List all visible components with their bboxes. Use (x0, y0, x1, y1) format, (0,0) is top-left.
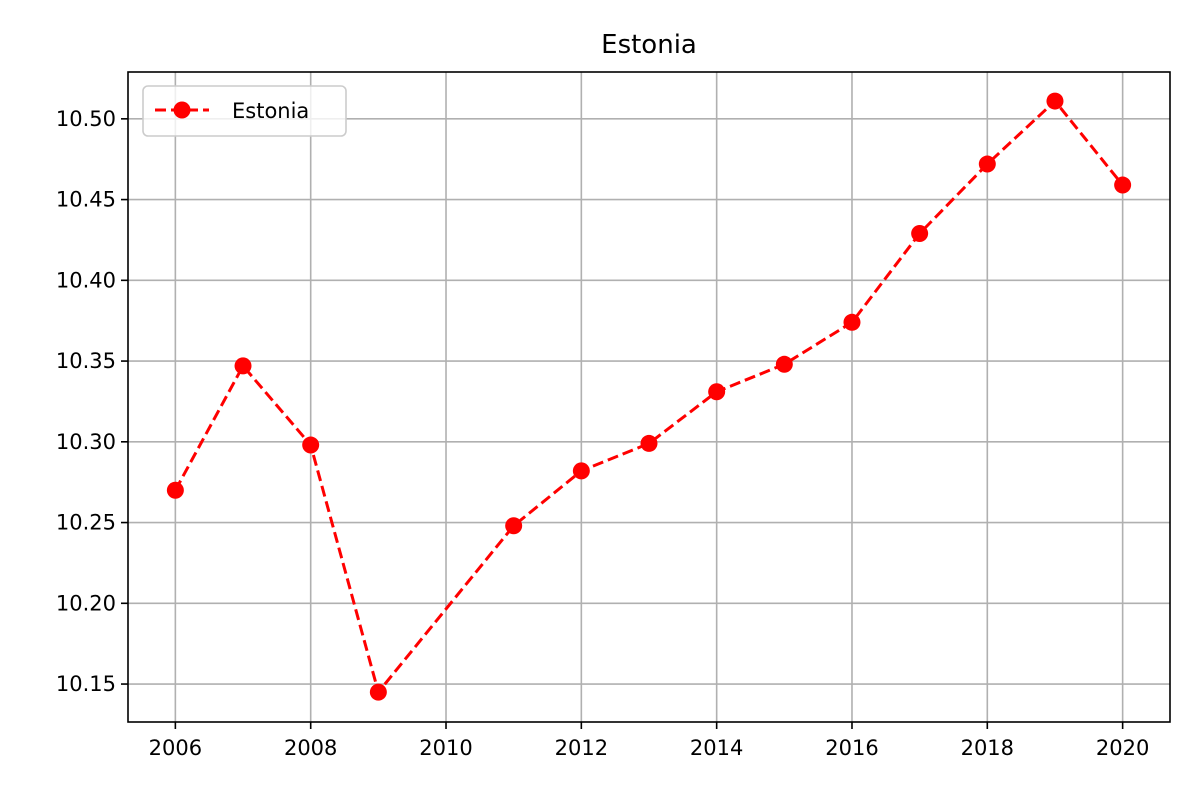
series-line (174, 99, 1124, 694)
y-tick-label: 10.15 (56, 672, 116, 696)
plot-area-frame (127, 71, 1171, 723)
legend-box (142, 85, 347, 137)
x-tick-label: 2006 (149, 736, 202, 760)
x-tick-label: 2008 (284, 736, 337, 760)
legend: Estonia (142, 85, 347, 137)
y-tick-label: 10.45 (56, 188, 116, 212)
x-tick-label: 2012 (555, 736, 608, 760)
data-point (505, 517, 523, 535)
data-point (369, 683, 387, 701)
legend-label: Estonia (232, 99, 309, 123)
data-point (1114, 176, 1132, 194)
tick-layer: 2006 2008 2010 2012 2014 2016 2018 2020 10.15 10.… (56, 107, 1149, 760)
data-point (166, 481, 184, 499)
x-tick-label: 2018 (961, 736, 1014, 760)
x-tick-label: 2016 (825, 736, 878, 760)
data-point (640, 434, 658, 452)
series-layer (166, 92, 1132, 701)
grid-layer (128, 72, 1170, 722)
chart-title: Estonia (601, 30, 697, 60)
data-point (234, 357, 252, 375)
x-tick-label: 2020 (1096, 736, 1149, 760)
data-point (775, 355, 793, 373)
y-tick-label: 10.25 (56, 511, 116, 535)
x-tick-label: 2010 (419, 736, 472, 760)
y-tick-label: 10.30 (56, 430, 116, 454)
y-tick-label: 10.20 (56, 591, 116, 615)
y-tick-label: 10.50 (56, 107, 116, 131)
data-point (1046, 92, 1064, 110)
y-tick-label: 10.40 (56, 268, 116, 292)
x-tick-label: 2014 (690, 736, 743, 760)
data-point (911, 224, 929, 242)
data-point (978, 155, 996, 173)
data-point (572, 462, 590, 480)
data-point (302, 436, 320, 454)
y-tick-label: 10.35 (56, 349, 116, 373)
data-point (843, 313, 861, 331)
legend-marker (173, 101, 191, 119)
data-point (708, 383, 726, 401)
